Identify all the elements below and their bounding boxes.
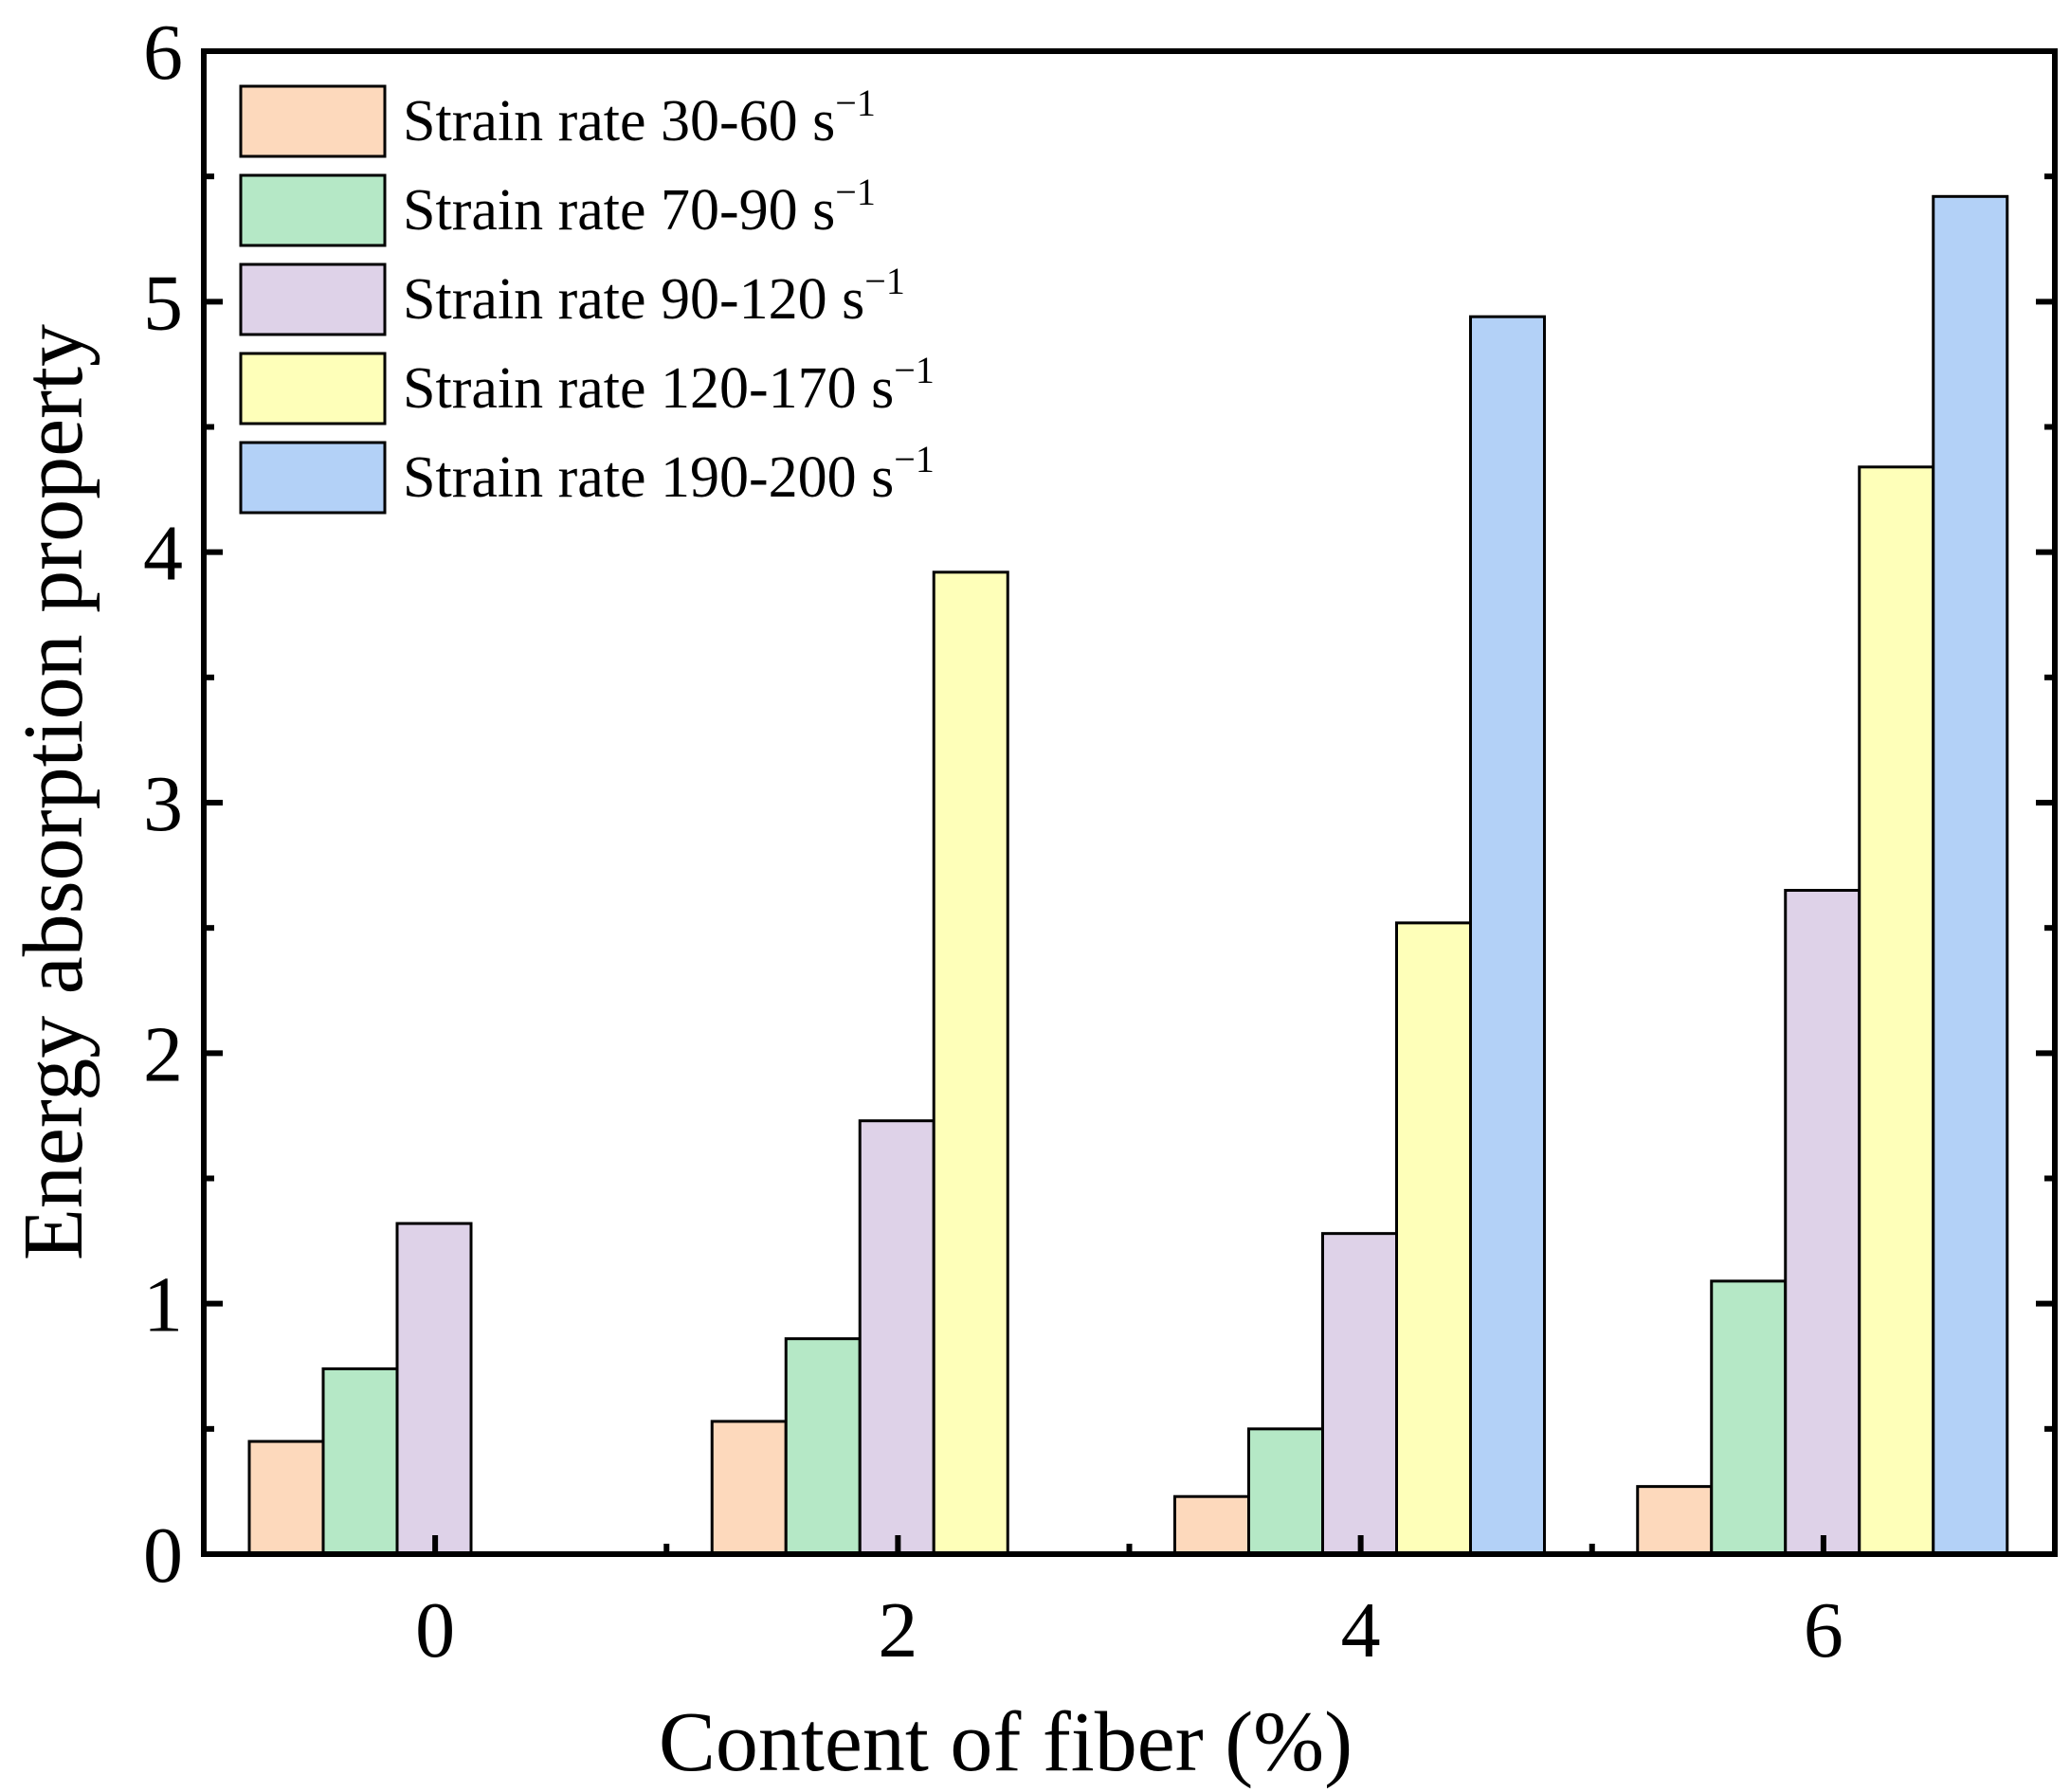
- x-tick-label: 6: [1804, 1586, 1843, 1674]
- legend-label-3: Strain rate 90-120 s−1: [403, 260, 905, 332]
- legend-superscript: −1: [894, 349, 935, 391]
- bar-4-series-4: [1395, 921, 1472, 1556]
- x-tick-label: 4: [1341, 1586, 1381, 1674]
- legend-superscript: −1: [835, 171, 876, 213]
- legend-swatch-1: [239, 84, 387, 158]
- bar-6-series-2: [1710, 1279, 1788, 1556]
- bar-2-series-2: [784, 1337, 862, 1556]
- bar-0-series-1: [247, 1439, 325, 1556]
- bar-0-series-3: [395, 1222, 473, 1556]
- x-tick-label: 2: [878, 1586, 917, 1674]
- y-tick-label: 1: [143, 1261, 183, 1349]
- bar-6-series-3: [1784, 889, 1861, 1556]
- legend-swatch-5: [239, 441, 387, 515]
- bars-layer: [247, 194, 2009, 1556]
- y-tick-label: 3: [143, 760, 183, 848]
- legend-label-1: Strain rate 30-60 s−1: [403, 81, 876, 154]
- bar-4-series-1: [1173, 1494, 1250, 1556]
- bar-2-series-4: [932, 570, 1009, 1556]
- y-tick-label: 6: [143, 9, 183, 97]
- bar-6-series-4: [1858, 465, 1935, 1556]
- legend-superscript: −1: [835, 81, 876, 124]
- bar-6-series-1: [1636, 1485, 1714, 1556]
- x-tick-label: 0: [415, 1586, 455, 1674]
- legend-swatch-2: [239, 173, 387, 247]
- bar-2-series-3: [858, 1119, 935, 1556]
- bar-0-series-2: [321, 1367, 399, 1556]
- legend-superscript: −1: [864, 260, 905, 302]
- legend-label-4: Strain rate 120-170 s−1: [403, 349, 935, 421]
- x-axis-title: Content of fiber (%): [659, 1695, 1353, 1789]
- y-tick-label: 2: [143, 1010, 183, 1098]
- legend-superscript: −1: [894, 438, 935, 480]
- bar-4-series-2: [1247, 1427, 1324, 1556]
- legend: Strain rate 30-60 s−1 Strain rate 70-90 s…: [239, 81, 935, 515]
- y-tick-label: 0: [143, 1511, 183, 1600]
- legend-label-5: Strain rate 190-200 s−1: [403, 438, 935, 510]
- y-axis-title: Energy absorption property: [7, 324, 100, 1260]
- legend-swatch-3: [239, 262, 387, 336]
- legend-label-2: Strain rate 70-90 s−1: [403, 171, 876, 243]
- y-tick-label: 4: [143, 510, 183, 598]
- bar-6-series-5: [1932, 194, 2009, 1556]
- bar-4-series-3: [1321, 1232, 1398, 1556]
- bar-4-series-5: [1469, 315, 1546, 1556]
- ticks-layer: 0 1 2 3 4 5 6 0 2 4 6: [143, 9, 2055, 1674]
- bar-2-series-1: [710, 1420, 788, 1556]
- legend-swatch-4: [239, 352, 387, 425]
- y-tick-label: 5: [143, 259, 183, 347]
